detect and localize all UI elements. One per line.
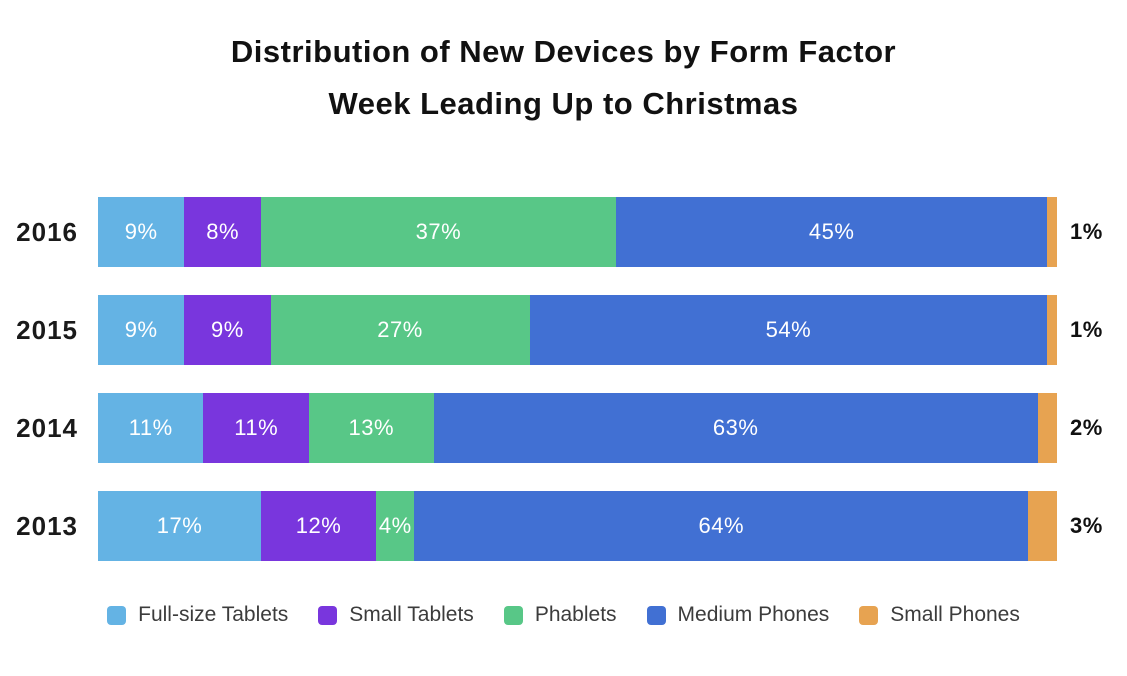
bar-segment-full-size-tablets: 11% [98, 393, 204, 463]
segment-value-label: 37% [415, 219, 462, 244]
legend-swatch-small-tablets [318, 605, 338, 625]
year-label: 2015 [16, 314, 78, 345]
bar-track: 9% 9% 27% 54% [98, 295, 1057, 365]
year-label: 2013 [16, 510, 78, 541]
segment-value-label: 27% [377, 317, 423, 342]
bar-segment-full-size-tablets: 17% [98, 491, 262, 561]
legend-label: Phablets [534, 603, 617, 626]
bar-row-2015: 2015 9% 9% 27% 54% 1% [0, 295, 1127, 365]
bar-segment-small-tablets: 9% [184, 295, 271, 365]
legend-swatch-small-phones [859, 605, 879, 625]
legend-swatch-full-size-tablets [107, 605, 127, 625]
bar-segment-phablets: 4% [376, 491, 415, 561]
segment-value-label: 11% [128, 415, 173, 440]
legend-label: Small Phones [890, 603, 1020, 626]
bar-rows-container: 2016 9% 8% 37% 45% 1% 2015 9% 9% 27% 54% 1% 2014 11% 1… [0, 197, 1127, 589]
bar-track: 17% 12% 4% 64% [98, 491, 1057, 561]
segment-value-label: 9% [124, 317, 158, 342]
bar-segment-small-tablets: 12% [261, 491, 377, 561]
legend-label: Medium Phones [677, 603, 830, 626]
bar-segment-phablets: 37% [261, 197, 616, 267]
year-label: 2014 [16, 412, 78, 443]
legend-swatch-phablets [503, 605, 523, 625]
year-label: 2016 [16, 216, 78, 247]
segment-value-label: 8% [206, 219, 240, 244]
chart-title: Distribution of New Devices by Form Fact… [0, 26, 1127, 130]
chart-title-line1: Distribution of New Devices by Form Fact… [230, 34, 897, 69]
bar-segment-full-size-tablets: 9% [98, 295, 185, 365]
legend-item-full-size-tablets: Full-size Tablets [107, 603, 288, 627]
segment-value-label: 17% [156, 513, 203, 538]
bar-segment-small-phones [1047, 295, 1057, 365]
bar-segment-phablets: 13% [308, 393, 434, 463]
bar-segment-medium-phones: 63% [433, 393, 1038, 463]
bar-track: 11% 11% 13% 63% [98, 393, 1057, 463]
segment-value-label: 13% [348, 415, 395, 440]
bar-segment-small-phones [1037, 393, 1057, 463]
bar-segment-small-tablets: 11% [203, 393, 309, 463]
segment-value-label: 9% [124, 219, 158, 244]
legend-item-small-tablets: Small Tablets [318, 603, 474, 627]
legend: Full-size Tablets Small Tablets Phablets Me… [0, 603, 1127, 627]
segment-value-label: 12% [295, 513, 342, 538]
segment-value-label: 54% [765, 317, 812, 342]
legend-label: Small Tablets [349, 603, 474, 626]
bar-track: 9% 8% 37% 45% [98, 197, 1057, 267]
bar-segment-small-tablets: 8% [184, 197, 262, 267]
small-phones-value-label: 1% [1070, 317, 1103, 342]
small-phones-value-label: 2% [1070, 415, 1103, 440]
bar-row-2013: 2013 17% 12% 4% 64% 3% [0, 491, 1127, 561]
legend-item-small-phones: Small Phones [859, 603, 1020, 627]
legend-item-phablets: Phablets [503, 603, 617, 627]
bar-segment-medium-phones: 45% [615, 197, 1048, 267]
legend-swatch-medium-phones [646, 605, 666, 625]
bar-segment-full-size-tablets: 9% [98, 197, 185, 267]
segment-value-label: 45% [808, 219, 855, 244]
small-phones-value-label: 3% [1070, 513, 1103, 538]
bar-segment-small-phones [1047, 197, 1057, 267]
bar-row-2016: 2016 9% 8% 37% 45% 1% [0, 197, 1127, 267]
bar-segment-small-phones [1028, 491, 1057, 561]
segment-value-label: 11% [234, 415, 279, 440]
segment-value-label: 63% [712, 415, 759, 440]
bar-segment-phablets: 27% [270, 295, 530, 365]
segment-value-label: 9% [211, 317, 244, 342]
bar-row-2014: 2014 11% 11% 13% 63% 2% [0, 393, 1127, 463]
segment-value-label: 64% [698, 513, 745, 538]
bar-segment-medium-phones: 64% [414, 491, 1029, 561]
small-phones-value-label: 1% [1070, 219, 1103, 244]
legend-item-medium-phones: Medium Phones [646, 603, 830, 627]
bar-segment-medium-phones: 54% [529, 295, 1048, 365]
segment-value-label: 4% [378, 513, 412, 538]
chart-title-line2: Week Leading Up to Christmas [328, 86, 799, 121]
legend-label: Full-size Tablets [138, 603, 289, 626]
